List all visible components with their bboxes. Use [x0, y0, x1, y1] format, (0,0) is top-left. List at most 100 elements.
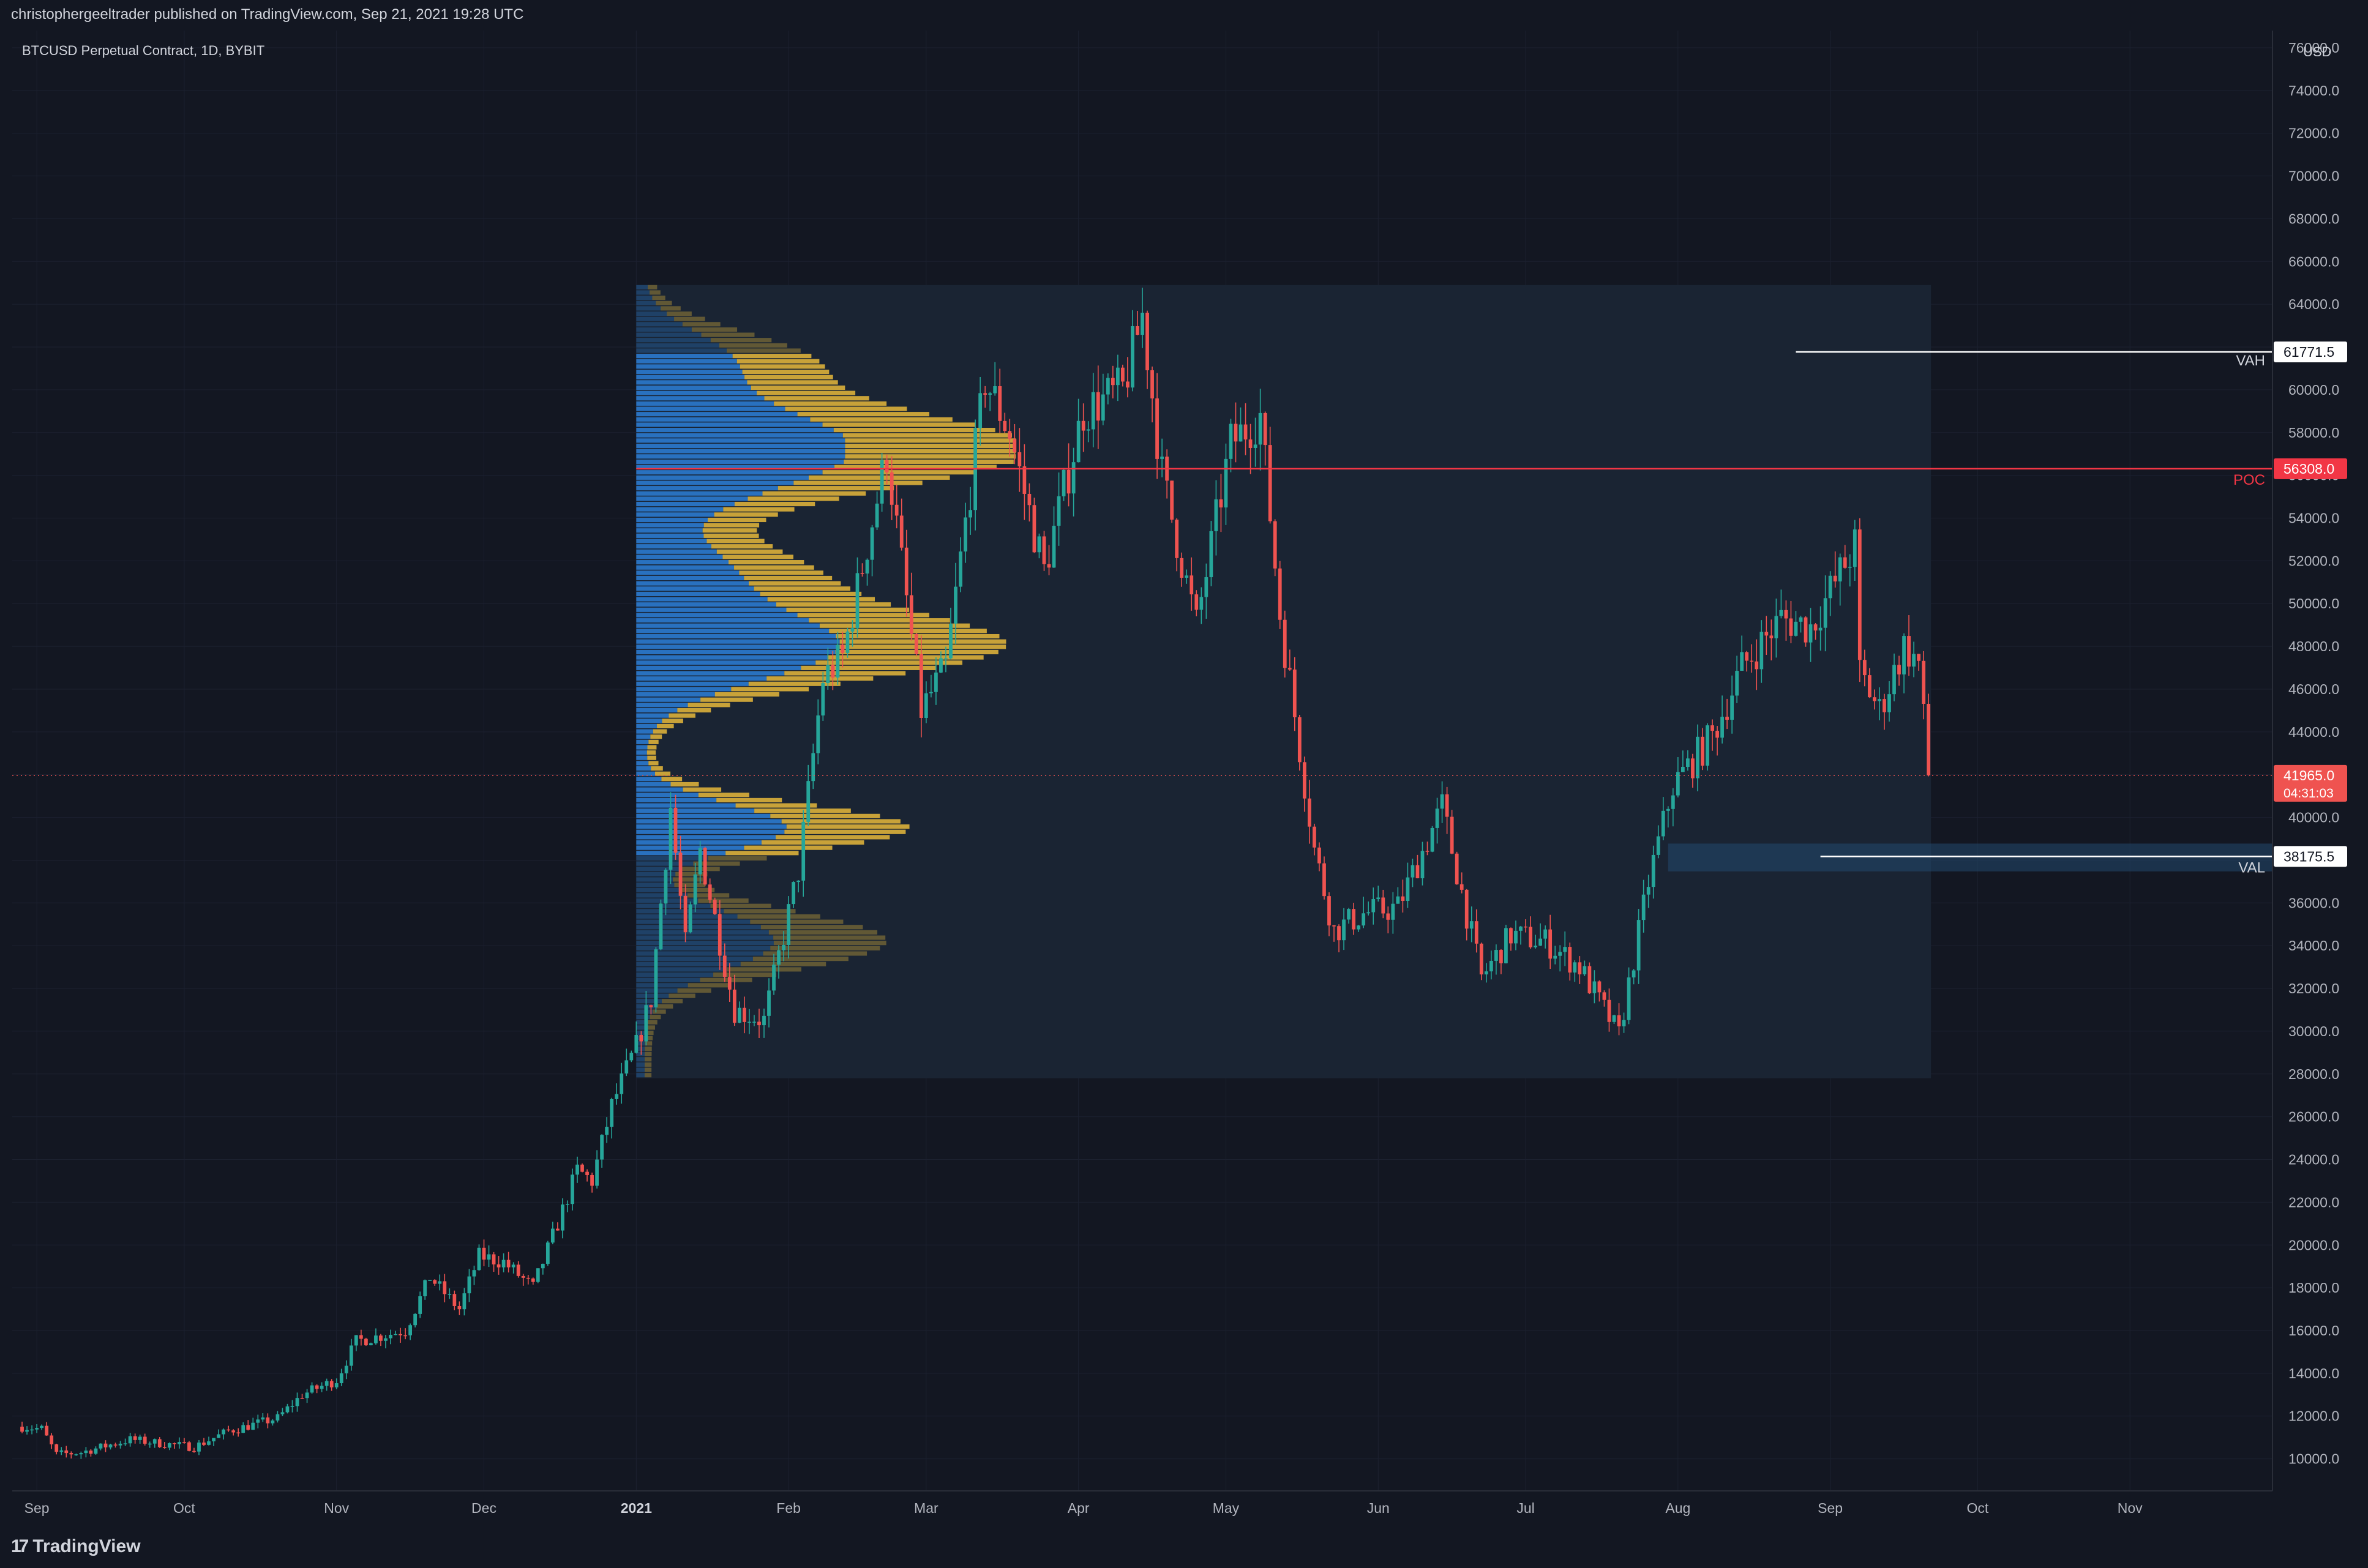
candle-body: [620, 1073, 624, 1094]
candle-body: [1406, 877, 1410, 901]
candle-body: [1686, 758, 1690, 767]
profile-bar-volume: [757, 390, 856, 395]
candle-body: [1553, 955, 1557, 959]
profile-bar-volume: [648, 285, 658, 289]
profile-bar-in-area: [636, 512, 714, 517]
candle-body: [40, 1425, 44, 1428]
candle-body: [1504, 928, 1508, 963]
profile-bar-in-area: [636, 771, 655, 776]
candle-body: [1671, 795, 1675, 809]
price-axis[interactable]: [2272, 0, 2368, 1493]
profile-bar-volume: [742, 369, 830, 375]
candle-body: [1701, 736, 1704, 766]
candle-body: [1131, 326, 1134, 388]
profile-bar-volume: [710, 338, 772, 343]
profile-bar-in-area: [636, 829, 785, 834]
candle-body: [1740, 652, 1744, 671]
profile-bar-volume: [661, 306, 681, 311]
profile-bar-in-area: [636, 396, 765, 401]
profile-bar-volume: [751, 385, 845, 390]
candle-body: [983, 393, 987, 395]
profile-bar-volume: [744, 845, 833, 850]
candle-body: [1804, 617, 1808, 643]
candle-body: [1415, 865, 1420, 879]
profile-bar-volume: [710, 903, 771, 908]
candle-body: [222, 1429, 226, 1435]
profile-bar-volume: [815, 660, 962, 665]
candle-body: [285, 1406, 290, 1413]
profile-bar-in-area: [636, 422, 823, 427]
candle-body: [315, 1385, 319, 1389]
candle-body: [408, 1325, 413, 1335]
candle-body: [506, 1260, 511, 1267]
profile-bar-in-area: [636, 957, 753, 961]
candle-body: [727, 977, 732, 990]
x-tick-label: Sep: [1818, 1500, 1843, 1516]
candle-body: [1263, 413, 1267, 446]
candle-body: [399, 1334, 402, 1335]
profile-bar-volume: [726, 348, 801, 353]
y-tick-label: 36000.0: [2288, 895, 2339, 911]
profile-bar-in-area: [636, 591, 760, 596]
candle-body: [1362, 913, 1366, 926]
profile-bar-volume: [670, 782, 699, 787]
profile-bar-in-area: [636, 570, 740, 575]
candle-body: [1715, 731, 1719, 738]
candle-body: [944, 658, 948, 660]
candle-body: [841, 644, 845, 653]
candle-body: [1878, 699, 1881, 701]
candle-body: [954, 586, 957, 624]
val-price-label-bg: [2274, 846, 2347, 867]
profile-bar-volume: [724, 909, 796, 914]
profile-bar-in-area: [636, 797, 717, 802]
profile-bar-volume: [754, 808, 851, 813]
y-tick-label: 74000.0: [2288, 83, 2339, 99]
candle-body: [84, 1450, 88, 1454]
candle-body: [1578, 962, 1582, 975]
candle-body: [1342, 919, 1346, 941]
profile-bar-volume: [646, 750, 656, 755]
candle-body: [1396, 896, 1400, 904]
candle-body: [50, 1435, 54, 1444]
profile-bar-volume: [763, 951, 867, 956]
profile-bar-volume: [645, 1041, 653, 1046]
candle-body: [428, 1280, 432, 1281]
candle-body: [197, 1443, 201, 1452]
profile-bar-in-area: [636, 1015, 650, 1020]
profile-bar-in-area: [636, 1046, 645, 1051]
candle-body: [1253, 444, 1257, 448]
candle-body: [541, 1263, 545, 1269]
candle-body: [511, 1264, 515, 1267]
candle-body: [624, 1060, 629, 1073]
profile-bar-in-area: [636, 554, 723, 559]
profile-bar-in-area: [636, 486, 778, 491]
candle-body: [610, 1099, 614, 1127]
x-tick-label: May: [1213, 1500, 1240, 1516]
candle-body: [1313, 826, 1316, 848]
y-tick-label: 30000.0: [2288, 1023, 2339, 1039]
profile-bar-in-area: [636, 343, 719, 348]
profile-bar-volume: [650, 734, 662, 739]
profile-bar-in-area: [636, 793, 699, 797]
candle-body: [1297, 717, 1302, 763]
candle-body: [1494, 950, 1498, 961]
candle-body: [443, 1281, 447, 1294]
profile-bar-volume: [723, 507, 795, 512]
profile-bar-volume: [834, 465, 997, 469]
candle-body: [845, 631, 850, 653]
profile-bar-in-area: [636, 787, 683, 792]
profile-bar-volume: [781, 819, 901, 824]
candle-body: [1789, 618, 1793, 636]
profile-bar-in-area: [636, 703, 688, 707]
tradingview-logo[interactable]: 17 TradingView: [11, 1536, 141, 1557]
candle-body: [1420, 851, 1425, 879]
profile-bar-in-area: [636, 925, 761, 930]
candle-body: [816, 715, 820, 753]
profile-bar-in-area: [636, 813, 771, 818]
candle-body: [1278, 568, 1282, 620]
profile-bar-in-area: [636, 338, 711, 343]
candle-body: [585, 1171, 589, 1175]
profile-bar-in-area: [636, 739, 649, 744]
last-price-label: 41965.0: [2284, 767, 2334, 783]
